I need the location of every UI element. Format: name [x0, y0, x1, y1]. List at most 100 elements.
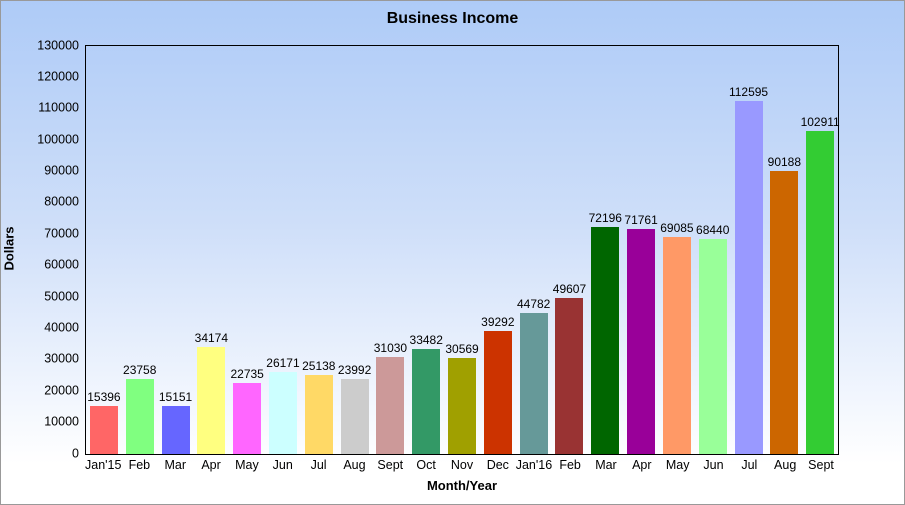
x-tick-label: Jun — [272, 458, 293, 472]
bar-value-label: 23758 — [123, 363, 157, 378]
x-tick-label: Oct — [416, 458, 436, 472]
bar-value-label: 25138 — [302, 359, 336, 374]
bar-feb-13 — [555, 298, 584, 454]
y-tick-label: 60000 — [44, 257, 79, 272]
x-tick-label: Apr — [201, 458, 221, 472]
plot-area: 15396 23758 15151 34174 22735 26171 25138 23992… — [85, 45, 840, 455]
y-tick-label: 130000 — [37, 37, 79, 52]
x-tick-label: Feb — [128, 458, 151, 472]
bar-value-label: 69085 — [660, 221, 694, 236]
y-tick-label: 100000 — [37, 131, 79, 146]
x-tick-label: Aug — [774, 458, 797, 472]
bar-value-label: 39292 — [481, 314, 515, 329]
bar-oct-9 — [412, 348, 441, 454]
bar-jul-18 — [734, 100, 763, 454]
x-tick-label: Jul — [741, 458, 758, 472]
bar-slot: 102911 — [801, 46, 840, 454]
bar-slot: 90188 — [766, 46, 802, 454]
x-tick-label: Apr — [632, 458, 652, 472]
bar-value-label: 23992 — [337, 362, 372, 377]
bar-aug-7 — [340, 378, 369, 454]
bar-may-16 — [662, 237, 691, 454]
bar-slot: 15396 — [86, 46, 122, 454]
bar-may-4 — [233, 382, 262, 454]
bar-slot: 31030 — [373, 46, 409, 454]
x-tick-label: Aug — [343, 458, 366, 472]
y-tick-label: 20000 — [44, 382, 79, 397]
bar-apr-3 — [197, 346, 226, 454]
bar-feb-1 — [125, 379, 154, 454]
y-tick-label: 50000 — [44, 288, 79, 303]
y-tick-label: 110000 — [38, 100, 79, 115]
bar-slot: 112595 — [728, 46, 769, 454]
y-tick-label: 0 — [72, 445, 79, 460]
bar-value-label: 31030 — [373, 340, 408, 355]
bar-slot: 68440 — [695, 46, 731, 454]
x-tick-label: Dec — [486, 458, 509, 472]
chart-title: Business Income — [386, 10, 519, 27]
bar-slot: 23758 — [122, 46, 158, 454]
bar-slot: 69085 — [659, 46, 695, 454]
bar-value-label: 49607 — [552, 282, 587, 297]
bar-slot: 44782 — [516, 46, 552, 454]
x-tick-label: Mar — [164, 458, 186, 472]
bar-jan16-12 — [519, 313, 548, 454]
bar-slot: 25138 — [301, 46, 337, 454]
bar-value-label: 15151 — [158, 390, 193, 405]
x-axis-tick-labels: Jan'15 Feb Mar Apr May Jun Jul Aug Sept Oct Nov Dec… — [85, 458, 839, 472]
bar-value-label: 33482 — [409, 332, 443, 347]
bar-slot: 23992 — [337, 46, 373, 454]
bar-slot: 26171 — [265, 46, 301, 454]
bar-value-label: 30569 — [445, 342, 479, 357]
bar-value-label: 68440 — [696, 223, 730, 238]
bar-value-label: 112595 — [728, 84, 769, 99]
x-tick-label: Jan'16 — [515, 458, 553, 472]
x-tick-label: Mar — [595, 458, 617, 472]
bar-value-label: 34174 — [194, 330, 229, 345]
bar-slot: 15151 — [158, 46, 194, 454]
bar-slot: 22735 — [229, 46, 265, 454]
bar-nov-10 — [448, 358, 477, 454]
bar-slot: 30569 — [444, 46, 480, 454]
y-tick-label: 10000 — [44, 414, 79, 429]
x-tick-label: May — [665, 458, 690, 472]
bar-jun-17 — [698, 239, 727, 454]
bar-slot: 71761 — [623, 46, 659, 454]
bar-mar-14 — [591, 227, 620, 454]
x-tick-label: May — [235, 458, 259, 472]
x-tick-label: Feb — [559, 458, 581, 472]
bar-value-label: 22735 — [230, 366, 264, 381]
bar-sept-20 — [806, 131, 835, 454]
bar-value-label: 90188 — [767, 154, 802, 169]
bar-aug-19 — [770, 170, 799, 454]
y-tick-label: 40000 — [44, 320, 79, 335]
y-tick-label: 90000 — [44, 163, 79, 178]
bar-jul-6 — [304, 375, 333, 454]
bar-value-label: 15396 — [87, 389, 121, 404]
bar-value-label: 71761 — [624, 212, 658, 227]
bar-mar-2 — [161, 406, 190, 454]
bar-slot: 49607 — [552, 46, 588, 454]
bar-sept-8 — [376, 356, 405, 454]
bar-value-label: 44782 — [516, 297, 551, 312]
bar-slot: 33482 — [408, 46, 444, 454]
bar-apr-15 — [627, 228, 656, 454]
y-tick-label: 30000 — [44, 351, 79, 366]
bar-jan15-0 — [89, 405, 118, 454]
x-tick-label: Jan'15 — [85, 458, 122, 472]
x-tick-label: Nov — [450, 458, 474, 472]
y-tick-label: 70000 — [44, 226, 79, 241]
x-tick-label: Jul — [310, 458, 327, 472]
x-axis-title: Month/Year — [426, 478, 498, 493]
bar-slot: 39292 — [480, 46, 516, 454]
x-tick-label: Sept — [808, 458, 834, 472]
y-tick-label: 80000 — [44, 194, 79, 209]
x-tick-label: Jun — [703, 458, 724, 472]
bar-value-label: 72196 — [588, 211, 622, 226]
y-tick-label: 120000 — [37, 69, 79, 84]
bar-dec-11 — [483, 330, 512, 454]
bar-value-label: 26171 — [266, 355, 300, 370]
y-axis-tick-labels: 0 10000 20000 30000 40000 50000 60000 70000 8000… — [1, 39, 79, 459]
x-tick-label: Sept — [377, 458, 404, 472]
